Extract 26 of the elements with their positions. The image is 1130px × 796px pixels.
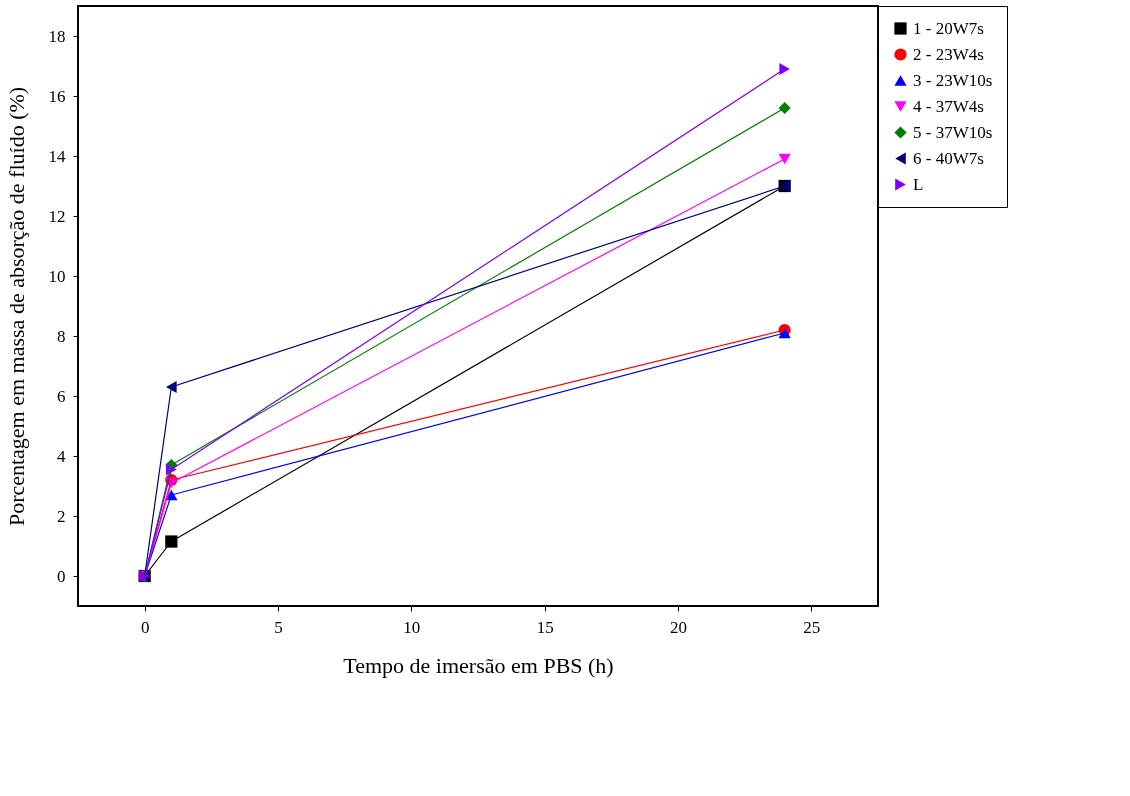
y-tick-label: 4 <box>57 446 66 466</box>
legend-label: 2 - 23W4s <box>913 44 984 64</box>
point <box>165 535 178 548</box>
x-tick-label: 15 <box>536 617 554 637</box>
legend-label: 4 - 37W4s <box>913 96 984 116</box>
y-tick-label: 12 <box>48 206 66 226</box>
x-axis-title: Tempo de imersão em PBS (h) <box>343 652 614 678</box>
legend-label: 1 - 20W7s <box>913 18 984 38</box>
y-axis-title: Porcentagem em massa de absorção de fluído (%) <box>3 86 29 527</box>
y-tick-label: 2 <box>57 506 66 526</box>
y-tick-label: 0 <box>57 566 66 586</box>
y-tick-label: 16 <box>48 86 66 106</box>
y-tick-label: 6 <box>57 386 66 406</box>
x-tick-label: 10 <box>403 617 421 637</box>
legend-label: L <box>913 174 924 194</box>
legend-label: 6 - 40W7s <box>913 148 984 168</box>
y-tick-label: 14 <box>48 146 66 166</box>
legend-label: 3 - 23W10s <box>913 70 993 90</box>
x-tick-label: 5 <box>274 617 283 637</box>
legend-label: 5 - 37W10s <box>913 122 993 142</box>
x-tick-label: 0 <box>140 617 150 637</box>
y-tick-label: 8 <box>57 326 66 346</box>
y-tick-label: 18 <box>48 26 66 46</box>
x-tick-label: 25 <box>803 617 821 637</box>
y-tick-label: 10 <box>48 266 66 286</box>
x-tick-label: 20 <box>670 617 687 637</box>
